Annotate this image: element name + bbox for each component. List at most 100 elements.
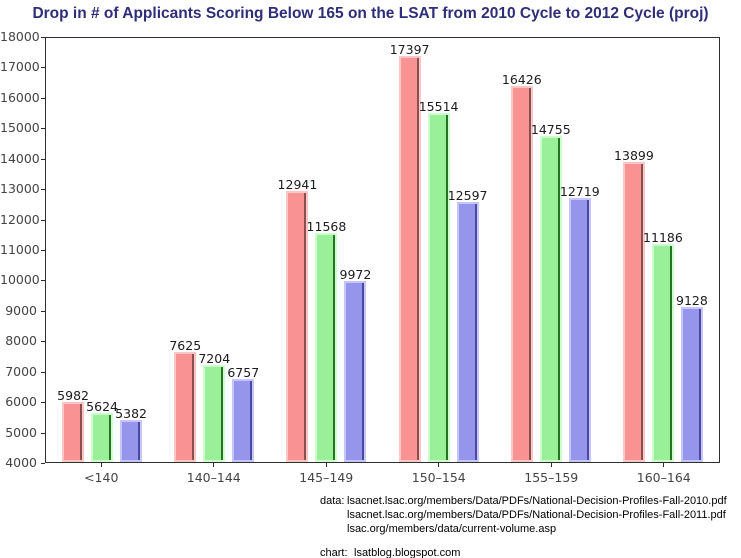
bar-series-red: 17397 <box>390 42 429 462</box>
x-category-cell: 150–154 <box>383 463 496 485</box>
y-tick-mark <box>41 463 45 464</box>
bar-series-green: 7204 <box>198 351 230 462</box>
x-tick-mark <box>550 463 552 467</box>
bar-series-red: 5982 <box>57 388 89 462</box>
bar-series-green: 15514 <box>419 99 458 462</box>
y-tick-mark <box>41 433 45 434</box>
bar-value-label: 7204 <box>198 350 231 366</box>
y-tick-mark <box>41 189 45 190</box>
bar-value-label: 7625 <box>169 338 202 354</box>
plot-area: 5982 5624 5382 7625 7204 6757 12941 11568 9972 17… <box>45 37 720 463</box>
bar-group: 16426 14755 12719 <box>495 38 607 462</box>
x-category-label: 160–164 <box>636 470 691 485</box>
y-tick-label: 17000 <box>0 59 40 75</box>
chart-credit-label: chart: <box>320 547 348 558</box>
y-tick-mark <box>41 402 45 403</box>
chart-title: Drop in # of Applicants Scoring Below 16… <box>32 5 709 22</box>
bar-series-red: 7625 <box>169 338 201 462</box>
bar-group: 7625 7204 6757 <box>158 38 270 462</box>
bar-series-blue: 12719 <box>560 184 600 462</box>
data-source-line: lsacnet.lsac.org/members/Data/PDFs/Natio… <box>347 509 726 521</box>
bar-value-label: 12597 <box>447 187 488 203</box>
bar-value-label: 14755 <box>530 122 571 138</box>
y-tick-label: 9000 <box>5 302 37 318</box>
bar-value-label: 15514 <box>418 99 459 115</box>
y-tick-label: 14000 <box>0 150 40 166</box>
bar-value-label: 17397 <box>389 42 430 58</box>
x-category-cell: 145–149 <box>270 463 383 485</box>
source-footer: data: lsacnet.lsac.org/members/Data/PDFs… <box>320 494 727 558</box>
y-tick-label: 11000 <box>0 242 40 257</box>
bar-series-red: 12941 <box>278 177 317 462</box>
bar-value-label: 12719 <box>559 183 600 199</box>
bar-value-label: 9128 <box>676 292 708 308</box>
bar-value-label: 11568 <box>306 218 347 234</box>
x-tick-mark <box>663 463 665 467</box>
y-tick-label: 4000 <box>5 455 37 470</box>
bar-series-blue: 12597 <box>448 188 487 462</box>
y-tick-mark <box>41 341 45 342</box>
x-tick-mark <box>100 463 102 467</box>
bar-series-blue: 9972 <box>340 267 371 462</box>
y-tick-label: 13000 <box>0 181 40 197</box>
bar-series-red: 13899 <box>614 148 654 462</box>
y-tick-label: 6000 <box>5 394 37 410</box>
data-source-line: lsacnet.lsac.org/members/Data/PDFs/Natio… <box>347 495 727 507</box>
y-tick-mark <box>41 67 45 68</box>
data-source-lines: lsacnet.lsac.org/members/Data/PDFs/Natio… <box>347 494 727 536</box>
x-category-cell: 160–164 <box>608 463 721 485</box>
y-tick-mark <box>41 37 45 38</box>
bar-group: 12941 11568 9972 <box>270 38 382 462</box>
x-tick-mark <box>438 463 440 467</box>
y-tick-mark <box>41 159 45 160</box>
bar-value-label: 12941 <box>277 177 318 193</box>
y-tick-label: 5000 <box>5 424 37 440</box>
x-category-cell: <140 <box>45 463 158 485</box>
y-tick-mark <box>41 280 45 281</box>
bar-series-green: 11186 <box>643 230 683 462</box>
bar-group: 13899 11186 9128 <box>607 38 719 462</box>
bar-group: 17397 15514 12597 <box>383 38 495 462</box>
x-category-label: <140 <box>84 470 119 485</box>
bar-series-red: 16426 <box>502 72 542 462</box>
data-sources: data: lsacnet.lsac.org/members/Data/PDFs… <box>320 494 727 536</box>
y-tick-label: 18000 <box>0 29 40 44</box>
x-category-cell: 140–144 <box>158 463 271 485</box>
bar-value-label: 11186 <box>643 230 683 246</box>
x-tick-mark <box>325 463 327 467</box>
x-category-label: 155–159 <box>524 470 579 485</box>
y-tick-mark <box>41 250 45 251</box>
x-category-label: 140–144 <box>186 470 241 485</box>
x-category-cell: 155–159 <box>495 463 608 485</box>
bar-groups: 5982 5624 5382 7625 7204 6757 12941 11568 9972 17… <box>46 38 719 462</box>
bar-series-green: 11568 <box>307 219 346 462</box>
x-axis-labels: <140 140–144 145–149 150–154 155–159 160–164 <box>45 463 720 485</box>
bar-value-label: 5382 <box>115 406 147 422</box>
bar-group: 5982 5624 5382 <box>46 38 158 462</box>
bar-value-label: 13899 <box>614 148 654 164</box>
y-tick-mark <box>41 128 45 129</box>
bar-series-green: 5624 <box>86 399 118 462</box>
y-tick-mark <box>41 372 45 373</box>
data-source-label: data: <box>320 495 345 507</box>
y-tick-label: 8000 <box>5 333 37 349</box>
chart-credit-line: lsatblog.blogspot.com <box>354 547 461 558</box>
bar-series-blue: 9128 <box>676 293 708 462</box>
y-tick-mark <box>41 98 45 99</box>
y-tick-label: 15000 <box>0 120 40 136</box>
bar-value-label: 16426 <box>501 71 542 87</box>
y-tick-label: 10000 <box>0 272 40 288</box>
y-tick-mark <box>41 311 45 312</box>
y-tick-label: 12000 <box>0 211 40 227</box>
bar-series-blue: 5382 <box>115 406 147 462</box>
data-source-line: lsac.org/members/data/current-volume.asp <box>347 523 557 535</box>
x-category-label: 150–154 <box>411 470 466 485</box>
bar-value-label: 6757 <box>227 364 260 380</box>
y-tick-label: 16000 <box>0 89 40 105</box>
bar-value-label: 5982 <box>57 387 89 403</box>
y-tick-mark <box>41 220 45 221</box>
bar-value-label: 9972 <box>339 267 372 283</box>
bar-value-label: 5624 <box>86 398 118 414</box>
bar-series-green: 14755 <box>531 122 571 462</box>
